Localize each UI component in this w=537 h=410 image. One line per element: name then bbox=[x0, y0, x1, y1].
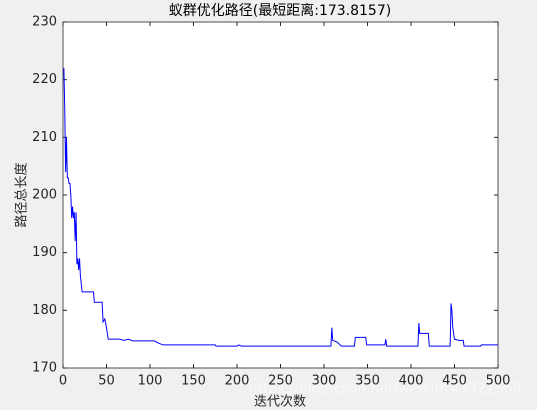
chart-title: 蚁群优化路径(最短距离:173.8157) bbox=[169, 2, 391, 19]
x-tick-label: 350 bbox=[355, 374, 380, 389]
x-tick-label: 150 bbox=[181, 374, 206, 389]
x-tick-label: 400 bbox=[399, 374, 424, 389]
y-tick-label: 180 bbox=[32, 303, 57, 318]
x-tick-label: 100 bbox=[138, 374, 163, 389]
x-axis-label: 迭代次数 bbox=[254, 394, 306, 410]
watermark: https://blog.csdn.net/weixin_43321569 bbox=[248, 381, 521, 397]
plot-area bbox=[62, 21, 499, 369]
data-line bbox=[63, 68, 498, 347]
x-tick-label: 250 bbox=[268, 374, 293, 389]
y-tick-label: 200 bbox=[32, 188, 57, 203]
y-tick-label: 170 bbox=[32, 361, 57, 376]
x-tick-label: 0 bbox=[59, 374, 67, 389]
x-tick-label: 500 bbox=[486, 374, 511, 389]
x-tick-label: 300 bbox=[312, 374, 337, 389]
y-axis-label: 路径总长度 bbox=[14, 162, 30, 227]
y-tick-label: 210 bbox=[32, 130, 57, 145]
y-tick-label: 190 bbox=[32, 245, 57, 260]
x-tick-label: 50 bbox=[98, 374, 115, 389]
y-tick-label: 230 bbox=[32, 15, 57, 30]
x-tick-label: 200 bbox=[225, 374, 250, 389]
x-tick-label: 450 bbox=[442, 374, 467, 389]
y-tick-label: 220 bbox=[32, 72, 57, 87]
